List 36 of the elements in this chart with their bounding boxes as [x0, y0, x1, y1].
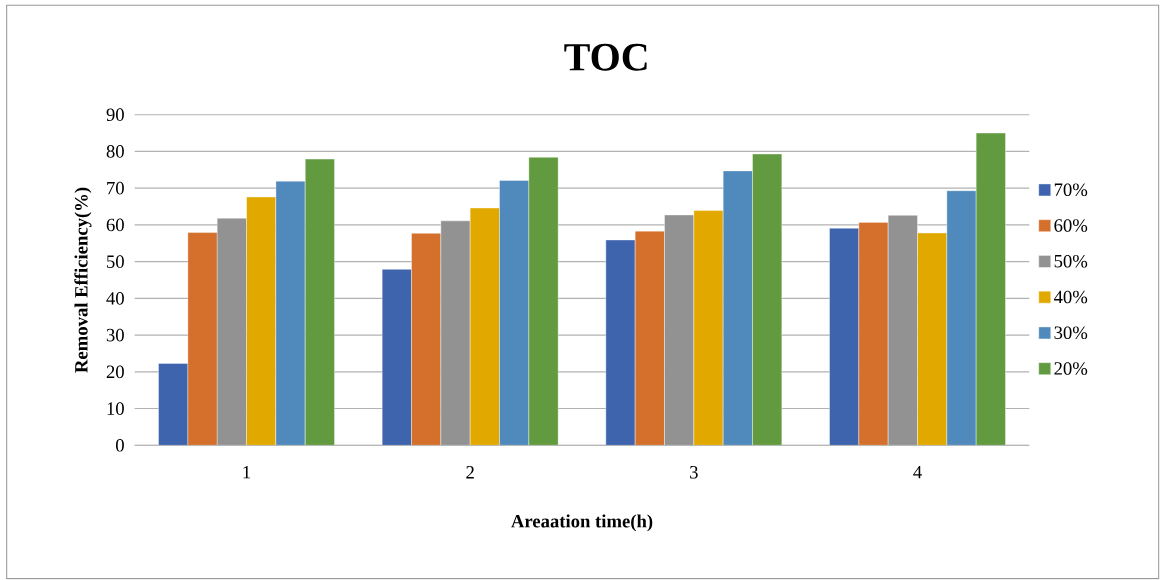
bar — [528, 157, 559, 446]
y-tick-label: 60 — [106, 218, 124, 232]
y-tick-label: 30 — [106, 328, 124, 342]
x-tick-label: 4 — [913, 466, 922, 479]
y-tick-label: 40 — [106, 292, 124, 305]
y-tick-label: 80 — [106, 145, 124, 158]
bar — [411, 233, 442, 446]
bar — [158, 363, 189, 446]
y-tick-label: 90 — [106, 108, 124, 121]
bar — [634, 230, 665, 446]
legend-label: 60% — [1054, 219, 1088, 232]
bar — [275, 180, 306, 446]
legend-label: 30% — [1054, 326, 1088, 340]
legend-label: 70% — [1054, 183, 1088, 197]
x-tick-label: 2 — [466, 466, 474, 479]
bar — [946, 190, 977, 446]
y-tick-label: 0 — [116, 439, 124, 452]
bar — [499, 180, 530, 446]
bar — [304, 158, 335, 446]
x-axis-title: Areaation time(h) — [511, 514, 653, 532]
bar — [752, 153, 783, 446]
y-axis-title: Removal Efficiency(%) — [74, 187, 92, 373]
legend-label: 50% — [1054, 254, 1088, 268]
y-tick-label: 10 — [107, 402, 124, 415]
y-tick-label: 70 — [107, 181, 124, 195]
y-tick-label: 20 — [106, 365, 124, 379]
y-tick-label: 50 — [107, 255, 124, 268]
bar — [187, 232, 218, 446]
bar — [858, 222, 889, 446]
legend-label: 40% — [1053, 290, 1088, 304]
x-tick-label: 3 — [690, 466, 698, 479]
chart-title: TOC — [564, 43, 647, 71]
bar — [975, 132, 1006, 446]
bar — [722, 170, 753, 446]
legend-label: 20% — [1054, 362, 1088, 375]
x-tick-label: 1 — [243, 466, 251, 479]
